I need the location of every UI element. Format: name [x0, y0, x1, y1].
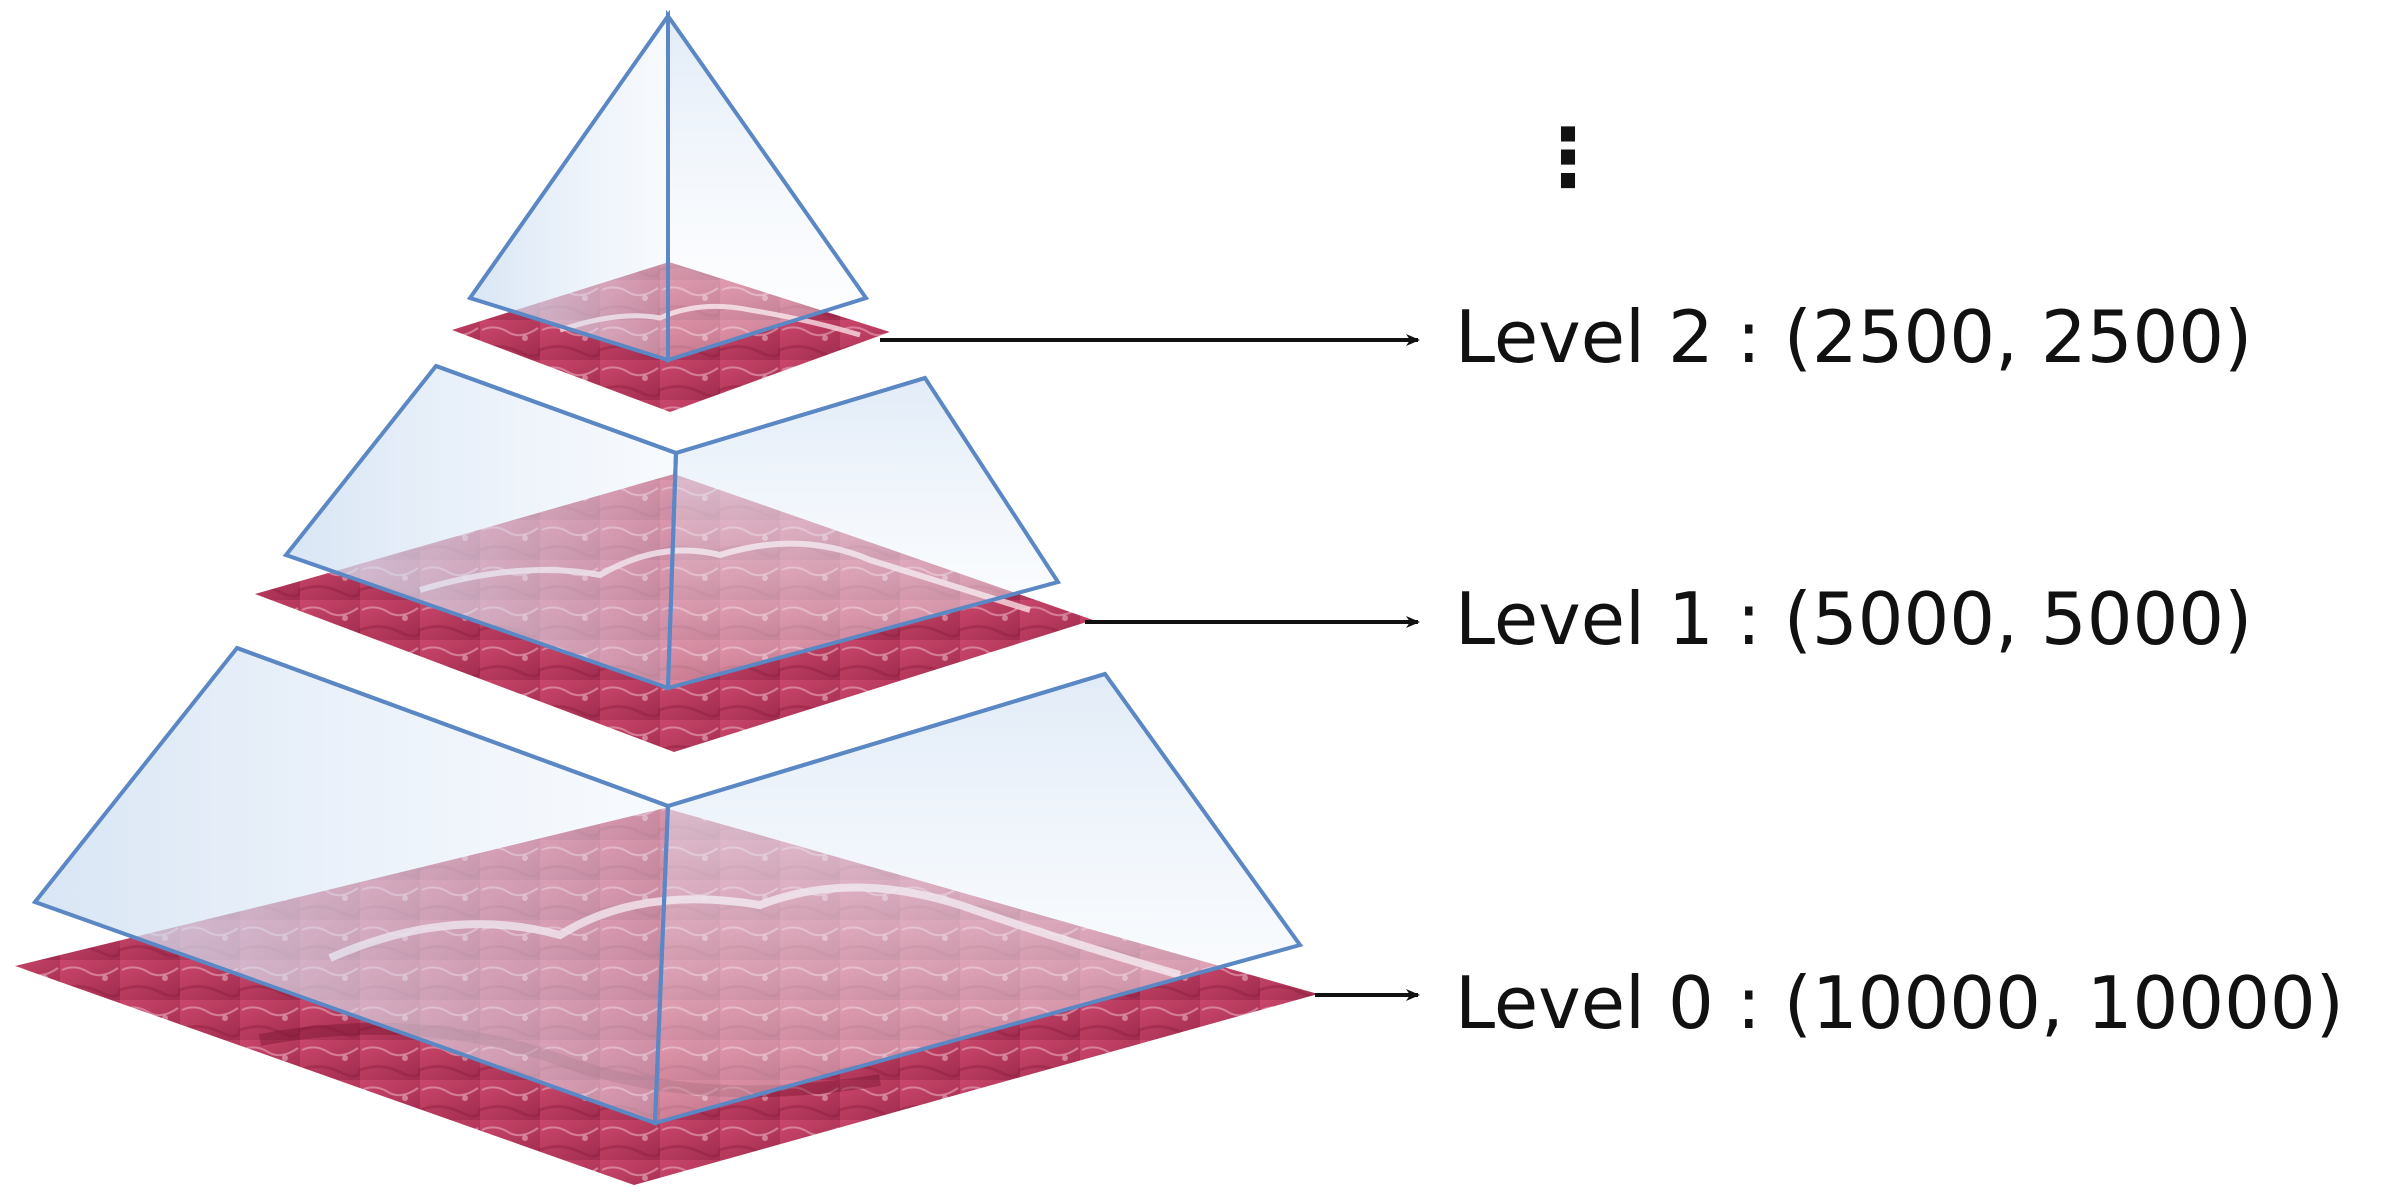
frustum-top-rim-level-0	[236, 646, 1106, 809]
label-level-1: Level 1 : (5000, 5000)	[1455, 577, 2252, 661]
pyramid-apex-right-face	[666, 9, 870, 363]
label-level-2: Level 2 : (2500, 2500)	[1455, 295, 2252, 379]
frustum-front-edge-level-0	[653, 805, 670, 1124]
label-level-0: Level 0 : (10000, 10000)	[1455, 961, 2344, 1045]
ellipsis-more-levels: ⋮	[1528, 111, 1608, 204]
pyramid-level-1	[255, 363, 1093, 752]
pyramid-level-2	[452, 9, 890, 412]
pyramid-apex-left-face	[466, 9, 670, 363]
pyramid-level-0	[15, 645, 1318, 1185]
frustum-front-edge-level-1	[666, 452, 678, 689]
frustum-top-rim-level-1	[435, 364, 926, 456]
